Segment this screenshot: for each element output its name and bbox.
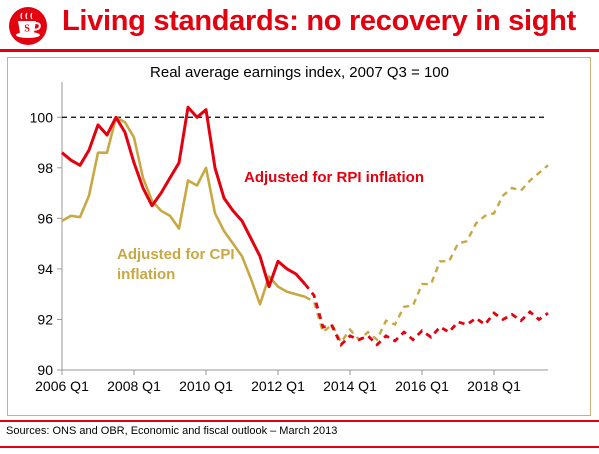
chart-frame bbox=[7, 57, 591, 416]
y-tick-label: 94 bbox=[37, 261, 53, 277]
y-tick-label: 90 bbox=[37, 362, 53, 378]
y-tick-label: 100 bbox=[30, 109, 54, 125]
cup-logo-icon: S bbox=[9, 7, 47, 45]
x-tick-label: 2006 Q1 bbox=[35, 378, 89, 394]
cpi-series-label: inflation bbox=[117, 266, 175, 283]
x-tick-label: 2018 Q1 bbox=[467, 378, 521, 394]
header: S Living standards: no recovery in sight bbox=[0, 0, 599, 50]
chart-title: Real average earnings index, 2007 Q3 = 1… bbox=[150, 64, 449, 81]
bottom-divider bbox=[0, 446, 599, 448]
rpi-actual-line bbox=[61, 105, 307, 289]
header-divider bbox=[0, 49, 599, 52]
cpi-series-label: Adjusted for CPI bbox=[117, 246, 235, 263]
source-note: Sources: ONS and OBR, Economic and fisca… bbox=[6, 425, 338, 437]
page-title: Living standards: no recovery in sight bbox=[62, 5, 576, 37]
y-tick-label: 92 bbox=[37, 311, 53, 327]
x-tick-label: 2008 Q1 bbox=[107, 378, 161, 394]
y-tick-label: 96 bbox=[37, 210, 53, 226]
x-tick-label: 2014 Q1 bbox=[323, 378, 377, 394]
svg-text:S: S bbox=[24, 24, 30, 35]
cpi-actual-line bbox=[61, 116, 306, 306]
y-tick-label: 98 bbox=[37, 160, 53, 176]
x-tick-label: 2016 Q1 bbox=[395, 378, 449, 394]
rpi-forecast-line bbox=[303, 283, 549, 348]
x-tick-label: 2012 Q1 bbox=[251, 378, 305, 394]
footer-divider bbox=[0, 420, 599, 422]
rpi-series-label: Adjusted for RPI inflation bbox=[244, 169, 424, 186]
x-tick-label: 2010 Q1 bbox=[179, 378, 233, 394]
cpi-forecast-line bbox=[304, 164, 549, 345]
